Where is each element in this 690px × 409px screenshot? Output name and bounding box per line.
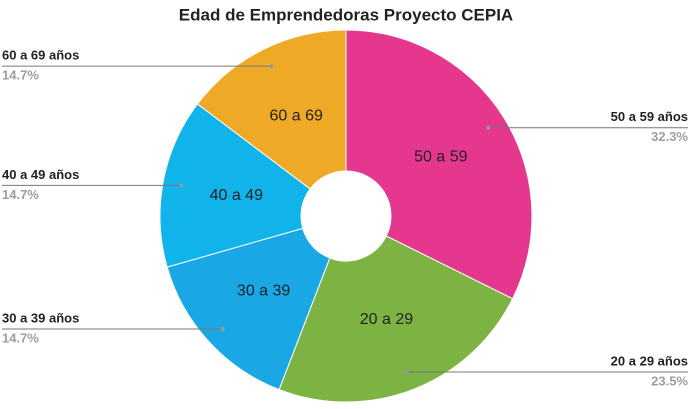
value-label: 23.5%: [651, 373, 688, 388]
leader-dot: [179, 183, 184, 188]
slice-label: 50 a 59: [414, 148, 467, 165]
value-label: 32.3%: [651, 129, 688, 144]
slice-label: 30 a 39: [237, 283, 290, 300]
pie-slice: [196, 29, 347, 190]
legend-label: 40 a 49 años: [2, 167, 79, 182]
pie-slice: [345, 29, 533, 300]
value-label: 14.7%: [2, 68, 39, 83]
legend-label: 50 a 59 años: [611, 109, 688, 124]
value-label: 14.7%: [2, 330, 39, 345]
value-label: 14.7%: [2, 187, 39, 202]
legend-label: 30 a 39 años: [2, 310, 79, 325]
legend-label: 60 a 69 años: [2, 48, 79, 63]
pie-slice: [159, 103, 311, 268]
chart-title: Edad de Emprendedoras Proyecto CEPIA: [179, 5, 513, 24]
leader-dot: [269, 64, 274, 69]
slice-label: 20 a 29: [360, 311, 413, 328]
slice-label: 40 a 49: [210, 187, 263, 204]
leader-dot: [486, 125, 491, 130]
leader-dot: [220, 326, 225, 331]
pie-slice: [166, 227, 331, 391]
pie-slice: [278, 235, 514, 403]
leader-dot: [404, 370, 409, 375]
slice-label: 60 a 69: [270, 107, 323, 124]
legend-label: 20 a 29 años: [611, 353, 688, 368]
